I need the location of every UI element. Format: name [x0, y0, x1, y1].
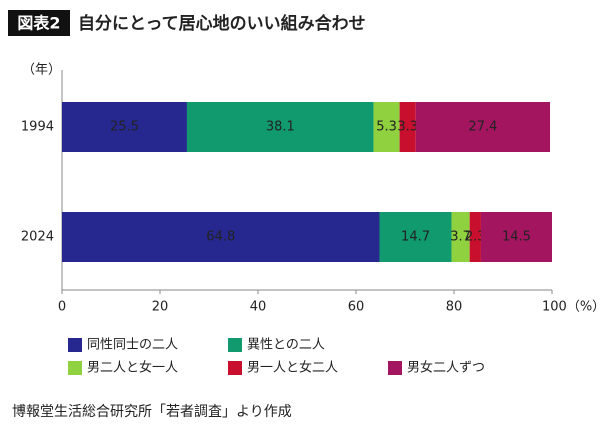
- x-tick-label: 80: [446, 300, 463, 315]
- legend-swatch: [228, 338, 242, 352]
- legend-label: 男二人と女一人: [87, 360, 178, 376]
- chart-title: 自分にとって居心地のいい組み合わせ: [78, 13, 366, 34]
- bar-segment: [62, 212, 380, 262]
- value-label: 27.4: [468, 120, 497, 135]
- y-axis-label: （年）: [22, 63, 61, 78]
- value-label: 14.7: [401, 230, 430, 245]
- x-tick-label: 0: [58, 300, 66, 315]
- legend-label: 男一人と女二人: [247, 360, 338, 376]
- source: 博報堂生活総合研究所「若者調査」より作成: [12, 403, 292, 420]
- legend-swatch: [388, 361, 402, 375]
- x-tick-label: 40: [250, 300, 267, 315]
- bar-segment: [415, 102, 551, 152]
- value-label: 5.3: [376, 120, 397, 135]
- legend-label: 同性同士の二人: [87, 338, 178, 353]
- x-tick-label: 20: [152, 300, 169, 315]
- legend-label: 男女二人ずつ: [407, 360, 485, 376]
- legend-label: 異性との二人: [247, 338, 325, 353]
- bar-segment: [373, 102, 400, 152]
- value-label: 25.5: [110, 120, 139, 135]
- value-label: 3.7: [450, 230, 471, 245]
- value-label: 38.1: [266, 120, 295, 135]
- bar-segment: [451, 212, 470, 262]
- badge: 図表2: [17, 14, 60, 33]
- bar-segment: [399, 102, 416, 152]
- badge-bg: [8, 10, 70, 36]
- value-label: 14.5: [502, 230, 531, 245]
- value-label: 2.3: [465, 230, 486, 245]
- y-tick-label: 1994: [21, 120, 54, 135]
- legend-swatch: [68, 361, 82, 375]
- bar-segment: [469, 212, 481, 262]
- legend-swatch: [68, 338, 82, 352]
- bar-segment: [379, 212, 452, 262]
- value-label: 3.3: [397, 120, 418, 135]
- value-label: 64.8: [206, 230, 235, 245]
- bar-segment: [62, 102, 187, 152]
- y-tick-label: 2024: [21, 230, 54, 245]
- legend-swatch: [228, 361, 242, 375]
- x-tick-label: 100（%）: [542, 300, 600, 315]
- x-tick-label: 60: [348, 300, 365, 315]
- bar-segment: [186, 102, 374, 152]
- bar-segment: [480, 212, 552, 262]
